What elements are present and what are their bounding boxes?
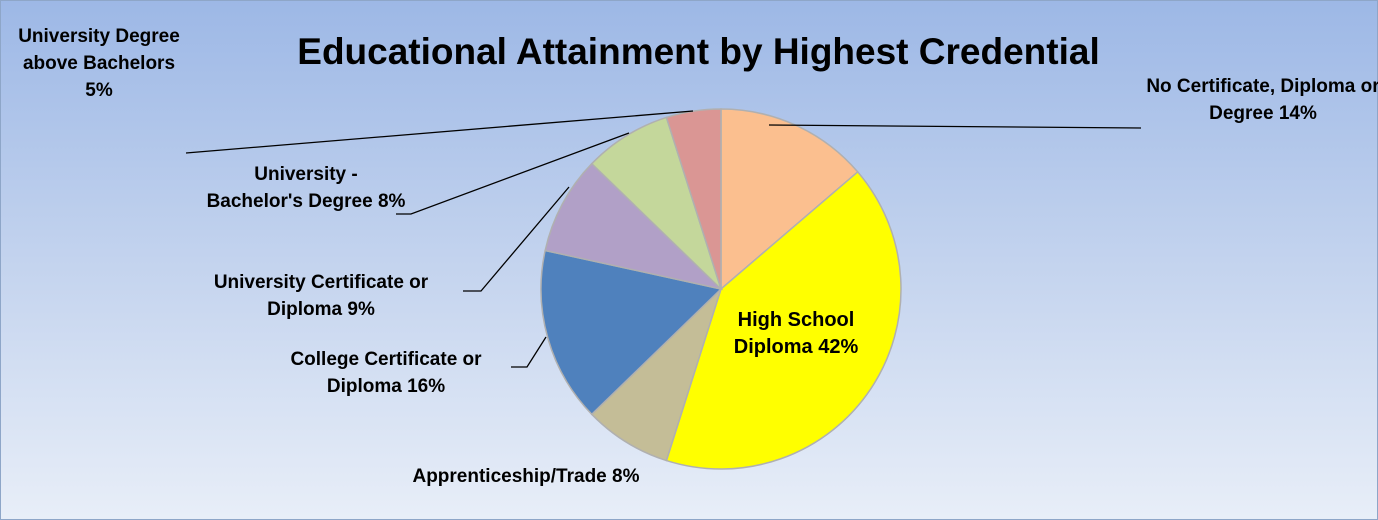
leader-line [185, 110, 694, 154]
leader-line [768, 124, 1142, 129]
category-label: No Certificate, Diploma or Degree [1146, 76, 1378, 124]
pie-slice [544, 162, 724, 291]
leader-lines [185, 110, 1142, 368]
pie-slice [540, 249, 723, 416]
category-label: College Certificate or Diploma [290, 349, 482, 397]
value-label: 5% [85, 80, 113, 101]
pie-slice [665, 108, 722, 290]
data-label: University Certificate or Diploma 9% [176, 269, 466, 323]
value-label: 14% [1278, 103, 1317, 124]
category-label: High School Diploma [733, 309, 855, 358]
category-label: Apprenticeship/Trade [412, 466, 607, 487]
category-label: University - Bachelor's Degree [206, 164, 373, 212]
leader-line [463, 186, 570, 292]
data-label: University - Bachelor's Degree 8% [206, 161, 406, 215]
leader-line [396, 132, 630, 215]
value-label: 16% [407, 376, 446, 397]
value-label: 9% [347, 299, 375, 320]
pie-slice [665, 170, 902, 470]
value-label: 42% [818, 336, 859, 358]
data-label: No Certificate, Diploma or Degree 14% [1143, 73, 1378, 127]
category-label: University Degree above Bachelors [18, 26, 180, 74]
chart-title: Educational Attainment by Highest Creden… [297, 31, 1100, 72]
data-label: High School Diploma 42% [721, 307, 871, 361]
value-label: 8% [612, 466, 640, 487]
data-label: University Degree above Bachelors 5% [9, 23, 189, 104]
data-label: Apprenticeship/Trade 8% [396, 463, 656, 490]
leader-line [511, 336, 547, 368]
category-label: University Certificate or Diploma [213, 272, 429, 320]
data-label: College Certificate or Diploma 16% [251, 346, 521, 400]
value-label: 8% [377, 191, 406, 212]
